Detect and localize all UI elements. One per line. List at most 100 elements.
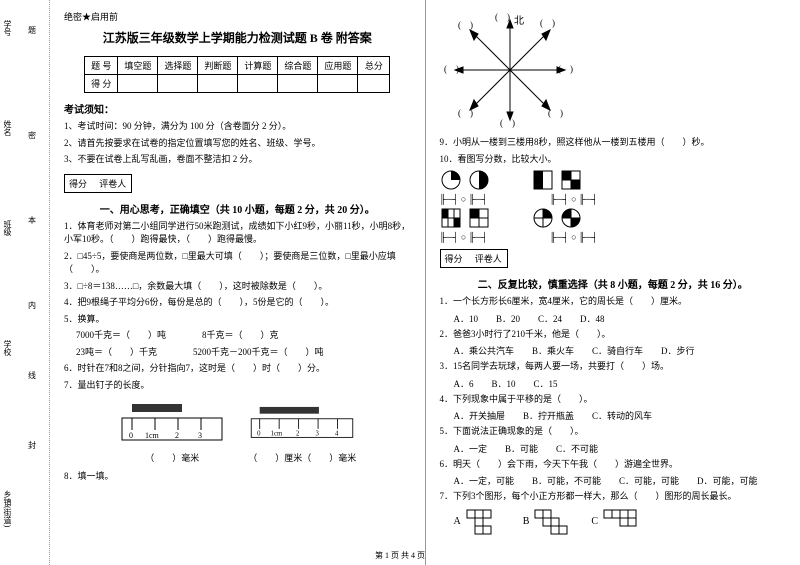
- left-column: 绝密★启用前 江苏版三年级数学上学期能力检测试题 B 卷 附答案 题 号 填空题…: [50, 0, 426, 565]
- score-table: 题 号 填空题 选择题 判断题 计算题 综合题 应用题 总分 得 分: [84, 56, 390, 93]
- s2q2-opts: A．乘公共汽车B．乘火车C．骑自行车D．步行: [454, 344, 787, 357]
- q5b: 23吨＝（ ）千克 5200千克－200千克＝（ ）吨: [76, 346, 411, 360]
- q6: 6．时针在7和8之间，分针指向7，这时是（ ）时（ ）分。: [64, 362, 411, 376]
- q10: 10．看图写分数，比较大小。: [440, 153, 787, 167]
- table-row: 题 号 填空题 选择题 判断题 计算题 综合题 应用题 总分: [85, 57, 390, 75]
- ruler2-label: （ ）厘米（ ）毫米: [247, 451, 357, 464]
- exam-title: 江苏版三年级数学上学期能力检测试题 B 卷 附答案: [64, 29, 411, 46]
- q5a: 7000千克＝（ ）吨 8千克＝（ ）克: [76, 329, 411, 343]
- page-footer: 第 1 页 共 4 页: [0, 550, 800, 561]
- mark-5: 密: [28, 130, 36, 141]
- s2q1: 1．一个长方形长6厘米，宽4厘米，它的周长是（ ）厘米。: [440, 295, 787, 309]
- score-cell[interactable]: [238, 75, 278, 93]
- notice-3: 3、不要在试卷上乱写乱画，卷面不整洁扣 2 分。: [64, 153, 411, 167]
- binding-label-0: 学号: [2, 20, 13, 36]
- svg-text:( ): ( ): [444, 64, 459, 74]
- score-label-2: 得分: [445, 252, 473, 265]
- svg-text:( ): ( ): [500, 118, 515, 128]
- s2q5: 5．下面说法正确现象的是（ ）。: [440, 425, 787, 439]
- score-cell[interactable]: [358, 75, 390, 93]
- binding-label-3: 学校: [2, 340, 13, 356]
- q1: 1．体育老师对第二小组同学进行50米跑测试，成绩如下小红9秒，小丽11秒，小明8…: [64, 220, 411, 247]
- score-cell[interactable]: [318, 75, 358, 93]
- th-4: 计算题: [238, 57, 278, 75]
- binding-label-2: 班级: [2, 220, 13, 236]
- grader-label-2: 评卷人: [475, 252, 503, 265]
- notice-2: 2、请首先按要求在试卷的指定位置填写您的姓名、班级、学号。: [64, 137, 411, 151]
- q4: 4．把9根绳子平均分6份，每份是总的（ ），5份是它的（ ）。: [64, 296, 411, 310]
- svg-text:( ): ( ): [458, 20, 473, 30]
- north-label: 北: [514, 15, 524, 27]
- frac-row-4: ╟─┤ ○ ╟─┤╟─┤ ○ ╟─┤: [440, 232, 787, 242]
- th-0: 题 号: [85, 57, 118, 75]
- s2q4: 4．下列现象中属于平移的是（ ）。: [440, 393, 787, 407]
- ruler-1: 0 1cm 2 3 （ ）毫米: [117, 398, 227, 464]
- page: 学号 姓名 班级 学校 乡镇(街道) 题 本 内 线 封 密 绝密★启用前 江苏…: [0, 0, 800, 565]
- binding-label-4: 乡镇(街道): [2, 490, 13, 527]
- score-label: 得分: [69, 177, 97, 190]
- q2: 2．□45÷5，要使商是两位数，□里最大可填（ ）；要使商是三位数，□里最小应填…: [64, 250, 411, 277]
- td-0: 得 分: [85, 75, 118, 93]
- s2q4-opts: A．开关抽屉B．拧开瓶盖C．转动的风车: [454, 409, 787, 422]
- s2q6: 6．明天（ ）会下雨，今天下午我（ ）游遍全世界。: [440, 458, 787, 472]
- svg-text:( ): ( ): [540, 18, 555, 28]
- mark-2: 内: [28, 300, 36, 311]
- s2q6-opts: A．一定，可能B．可能，不可能C．可能，可能D．可能，可能: [454, 474, 787, 487]
- s2q2: 2．爸爸3小时行了210千米，他是（ ）。: [440, 328, 787, 342]
- th-7: 总分: [358, 57, 390, 75]
- svg-text:1cm: 1cm: [271, 431, 283, 438]
- q5: 5．换算。: [64, 313, 411, 327]
- th-2: 选择题: [158, 57, 198, 75]
- th-1: 填空题: [118, 57, 158, 75]
- svg-text:2: 2: [175, 431, 179, 440]
- svg-text:( ): ( ): [548, 108, 563, 118]
- frac-row-3: [440, 207, 787, 229]
- score-cell[interactable]: [198, 75, 238, 93]
- score-cell[interactable]: [118, 75, 158, 93]
- svg-text:0: 0: [129, 431, 133, 440]
- section1-title: 一、用心思考，正确填空（共 10 小题，每题 2 分，共 20 分）。: [64, 201, 411, 216]
- opt-b: B: [523, 516, 530, 527]
- ruler-2: 0 1cm 2 3 4 （ ）厘米（ ）毫米: [247, 398, 357, 464]
- secret-label: 绝密★启用前: [64, 10, 411, 23]
- s2q7: 7．下列3个图形，每个小正方形都一样大，那么（ ）图形的周长最长。: [440, 490, 787, 504]
- svg-text:2: 2: [296, 431, 299, 438]
- compass-diagram: 北 ( ) ( ) ( ) ( ) ( ) ( ) ( ) ( ): [440, 10, 580, 130]
- svg-text:1cm: 1cm: [145, 431, 160, 440]
- th-6: 应用题: [318, 57, 358, 75]
- svg-text:( ): ( ): [458, 108, 473, 118]
- notice-1: 1、考试时间：90 分钟，满分为 100 分（含卷面分 2 分）。: [64, 120, 411, 134]
- opt-a: A: [454, 516, 461, 527]
- s2q1-opts: A．10B．20C．24D．48: [454, 312, 787, 325]
- s2q3: 3．15名同学去玩球，每两人要一场，共要打（ ）场。: [440, 360, 787, 374]
- mark-4: 封: [28, 440, 36, 451]
- scorer-box: 得分 评卷人: [64, 174, 132, 193]
- right-column: 北 ( )( ) ( )( ) ( )( ) ( )( ) 9．小明从一楼到三楼…: [426, 0, 800, 565]
- table-row: 得 分: [85, 75, 390, 93]
- binding-margin: 学号 姓名 班级 学校 乡镇(街道) 题 本 内 线 封 密: [0, 0, 50, 565]
- score-cell[interactable]: [278, 75, 318, 93]
- binding-label-1: 姓名: [2, 120, 13, 136]
- grader-label: 评卷人: [99, 177, 127, 190]
- s2q3-opts: A．6B．10C．15: [454, 377, 787, 390]
- notice-title: 考试须知：: [64, 101, 411, 116]
- ruler-row: 0 1cm 2 3 （ ）毫米 0 1cm 2 3 4: [64, 398, 411, 464]
- opt-c: C: [591, 516, 598, 527]
- mark-3: 线: [28, 370, 36, 381]
- svg-text:( ): ( ): [495, 12, 510, 22]
- frac-row-1: [440, 169, 787, 191]
- mark-0: 题: [28, 25, 36, 36]
- svg-text:( ): ( ): [558, 64, 573, 74]
- svg-text:3: 3: [198, 431, 202, 440]
- q8: 8．填一填。: [64, 470, 411, 484]
- ruler1-label: （ ）毫米: [117, 451, 227, 464]
- q3: 3．□÷8＝138……□，余数最大填（ ），这时被除数是（ ）。: [64, 280, 411, 294]
- s2q7-shapes: A B C: [454, 508, 787, 536]
- score-cell[interactable]: [158, 75, 198, 93]
- frac-row-2: ╟─┤ ○ ╟─┤╟─┤ ○ ╟─┤: [440, 194, 787, 204]
- s2q5-opts: A．一定B．可能C．不可能: [454, 442, 787, 455]
- mark-1: 本: [28, 215, 36, 226]
- content: 绝密★启用前 江苏版三年级数学上学期能力检测试题 B 卷 附答案 题 号 填空题…: [50, 0, 800, 565]
- scorer-box-2: 得分 评卷人: [440, 249, 508, 268]
- section2-title: 二、反复比较，慎重选择（共 8 小题，每题 2 分，共 16 分）。: [440, 276, 787, 291]
